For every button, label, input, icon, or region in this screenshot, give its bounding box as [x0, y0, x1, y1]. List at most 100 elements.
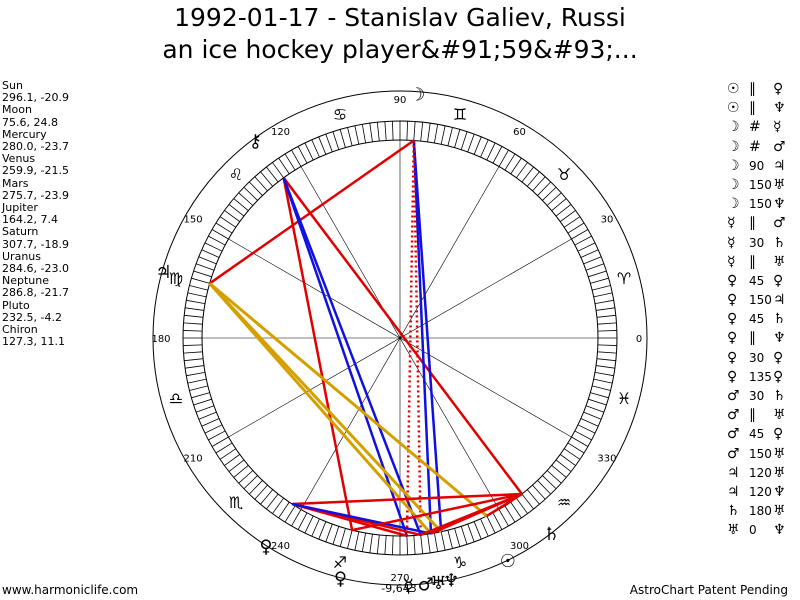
aspect-planet2-glyph: ♆ [773, 100, 786, 117]
degree-tick [284, 153, 296, 171]
planet-name: Uranus [2, 249, 41, 263]
degree-tick [467, 133, 475, 153]
aspect-symbol: ∥ [749, 407, 756, 424]
aspect-row: ♀ 45 ♄ [727, 310, 786, 329]
planet-glyph: ♅ [430, 573, 446, 594]
chart-title-line1: 1992-01-17 - Stanislav Galiev, Russi [174, 3, 626, 32]
degree-tick [597, 344, 617, 346]
planet-coords: 280.0, -23.7 [2, 140, 69, 154]
aspect-angle: 150 [749, 446, 772, 461]
planet-coords: 259.9, -21.5 [2, 164, 69, 178]
aspect-planet2-glyph: ♄ [773, 388, 786, 404]
degree-tick [193, 398, 212, 406]
degree-tick [574, 235, 592, 246]
degree-tick [521, 493, 534, 510]
degree-tick [187, 378, 207, 384]
aspect-angle: 135 [749, 369, 772, 384]
aspect-planet2-glyph: ♀ [773, 272, 784, 289]
aspect-planet1-glyph: ☽ [727, 196, 740, 213]
outer-circle [152, 90, 648, 586]
degree-tick [594, 299, 614, 305]
degree-tick [254, 176, 268, 192]
aspect-planet1-glyph: ♄ [727, 503, 740, 520]
degree-tick [433, 124, 439, 144]
aspect-row: ☉ ∥ ♆ [727, 99, 786, 118]
degree-tick [272, 162, 284, 179]
degree-tick [354, 531, 360, 551]
degree-tick [567, 222, 585, 234]
degree-tick [588, 398, 607, 406]
aspect-planet2-glyph: ♆ [773, 330, 786, 347]
degree-tick [583, 411, 602, 420]
aspect-planet1-glyph: ♀ [727, 311, 738, 328]
degree-tick [325, 133, 333, 153]
footer-website[interactable]: www.harmoniclife.com [2, 583, 139, 597]
degree-tick [187, 292, 207, 298]
degree-tick [332, 131, 340, 150]
degree-tick [537, 480, 552, 495]
aspect-angle: 30 [749, 389, 765, 403]
aspect-row: ♀ ∥ ♆ [727, 329, 786, 348]
degree-tick [504, 505, 516, 523]
degree-tick [184, 314, 204, 318]
aspect-planet2-glyph: ♀ [773, 368, 784, 385]
degree-tick [597, 330, 617, 332]
degree-tick [201, 418, 220, 427]
degree-tick [238, 470, 254, 484]
aspect-row: ♀ 135♀ [727, 368, 786, 387]
degree-tick [597, 322, 617, 325]
planet-coords: 286.8, -21.7 [2, 286, 69, 300]
degree-tick [542, 475, 557, 490]
planet-coords: 296.1, -20.9 [2, 91, 69, 105]
degree-tick [427, 534, 431, 553]
degree-tick [392, 535, 394, 555]
aspect-row: ♅ 0 ♆ [727, 521, 786, 540]
planet-coords: 75.6, 24.8 [2, 115, 58, 129]
degree-tick [551, 198, 567, 212]
degree-tick [420, 534, 424, 554]
degree-label: 330 [597, 454, 616, 465]
degree-tick [228, 459, 245, 472]
planet-coords: 284.6, -23.0 [2, 262, 69, 276]
degree-tick [254, 484, 268, 500]
degree-tick [567, 442, 585, 454]
degree-tick [311, 518, 320, 537]
degree-tick [392, 121, 394, 141]
degree-tick [297, 512, 308, 530]
degree-tick [195, 263, 215, 271]
degree-tick [551, 464, 567, 478]
aspect-line [351, 492, 523, 532]
degree-tick [467, 523, 475, 543]
degree-tick [413, 121, 416, 141]
degree-tick [183, 351, 203, 354]
degree-tick [278, 501, 290, 519]
aspect-planet2-glyph: ♀ [773, 349, 784, 366]
degree-tick [318, 521, 327, 540]
degree-tick [542, 186, 557, 201]
aspect-line [208, 282, 443, 533]
degree-tick [583, 256, 602, 265]
degree-tick [347, 530, 353, 549]
aspect-planet2-glyph: ♅ [773, 503, 786, 520]
degree-tick [185, 365, 204, 369]
degree-tick [266, 493, 279, 510]
degree-tick [427, 123, 431, 142]
degree-tick [433, 532, 439, 552]
degree-tick [297, 146, 308, 164]
planet-glyph: ☿ [403, 576, 414, 597]
house-spoke [228, 238, 572, 438]
degree-tick [521, 166, 534, 183]
degree-tick [195, 405, 215, 413]
planet-coords: 275.7, -23.9 [2, 188, 69, 202]
degree-tick [486, 515, 496, 534]
degree-tick [260, 171, 274, 187]
aspect-planet1-glyph: ♃ [727, 483, 740, 500]
aspect-planet2-glyph: ♅ [773, 176, 786, 193]
degree-tick [233, 198, 249, 212]
aspect-symbol: # [749, 138, 761, 155]
aspect-angle: 150 [749, 177, 772, 192]
degree-tick [555, 459, 572, 472]
degree-tick [498, 149, 509, 167]
planet-name: Venus [2, 152, 36, 166]
